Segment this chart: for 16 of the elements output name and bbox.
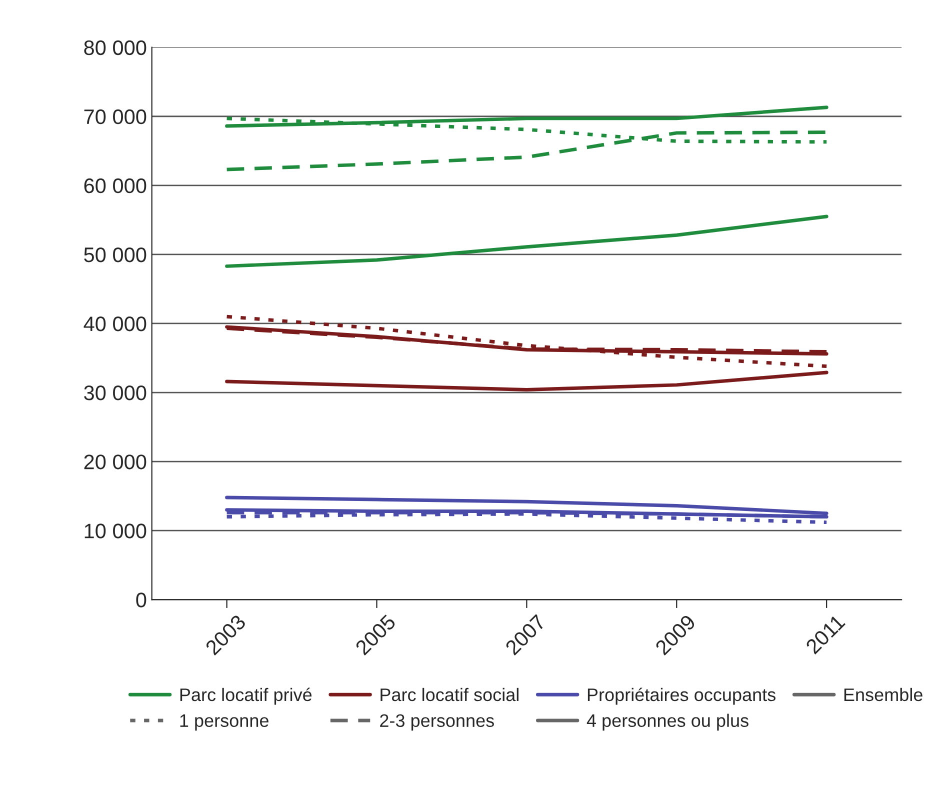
y-tick-label: 60 000 bbox=[84, 178, 146, 194]
legend-label: Parc locatif privé bbox=[180, 688, 312, 705]
legend-label: 1 personne bbox=[180, 714, 268, 731]
y-tick-label: 70 000 bbox=[84, 109, 146, 124]
y-tick-label: 50 000 bbox=[84, 247, 146, 262]
y-tick-label: 30 000 bbox=[84, 386, 146, 400]
y-tick-label: 20 000 bbox=[84, 454, 146, 470]
legend-label: Parc locatif social bbox=[380, 688, 518, 702]
y-tick-label: 80 000 bbox=[84, 40, 146, 56]
y-tick-label: 40 000 bbox=[84, 316, 146, 332]
legend-label: 2-3 personnes bbox=[380, 714, 494, 731]
y-tick-label: 10 000 bbox=[84, 524, 146, 538]
legend-label: Ensemble bbox=[844, 688, 922, 702]
legend-label: 4 personnes ou plus bbox=[586, 714, 748, 731]
y-tick-label: 0 bbox=[136, 592, 146, 608]
legend-label: Propriétaires occupants bbox=[588, 688, 776, 705]
